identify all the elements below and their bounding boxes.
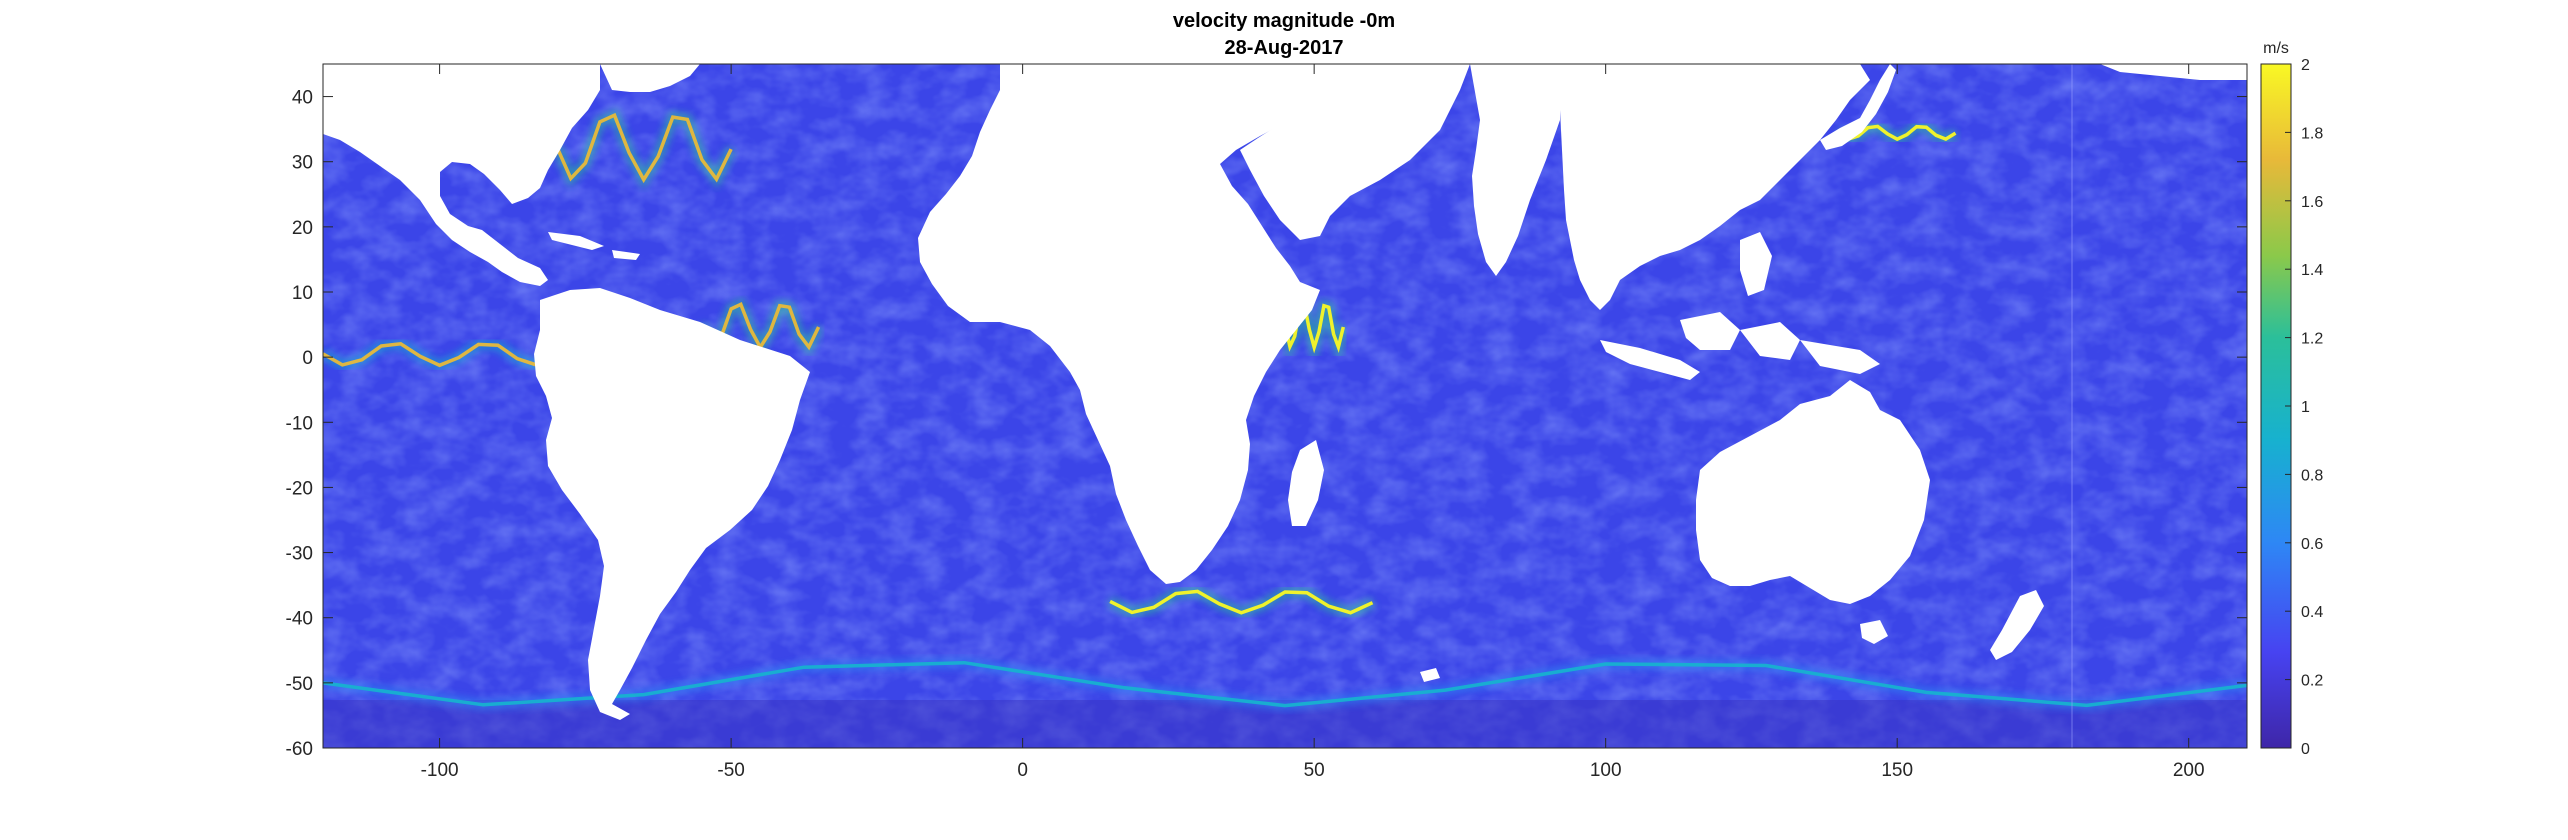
land-caribbean [548, 232, 640, 260]
colorbar-unit-label: m/s [2263, 40, 2289, 57]
current-streak [323, 341, 558, 368]
chart-subtitle: 28-Aug-2017 [1225, 37, 1344, 59]
colorbar-tick-label: 1.8 [2301, 125, 2323, 142]
y-tick-label: -60 [286, 739, 313, 760]
land-new-zealand [1990, 590, 2044, 660]
y-tick-label: -50 [286, 674, 313, 695]
x-tick-label: 50 [1304, 760, 1325, 781]
land-africa-europe [918, 64, 1320, 584]
land-indonesia [1600, 312, 1880, 380]
x-tick-label: 0 [1017, 760, 1028, 781]
y-tick-label: 40 [292, 88, 313, 109]
colorbar-tick-label: 0.2 [2301, 673, 2323, 690]
y-tick-label: -40 [286, 609, 313, 630]
y-tick-label: -10 [286, 413, 313, 434]
colorbar-tick-label: 1.4 [2301, 262, 2323, 279]
y-tick-label: -30 [286, 544, 313, 565]
colorbar-tick-label: 0 [2301, 741, 2310, 758]
current-streak [1283, 300, 1346, 354]
land-south-america [534, 288, 810, 720]
colorbar-tick-label: 1.6 [2301, 194, 2323, 211]
colorbar-tick-label: 0.8 [2301, 467, 2323, 484]
y-tick-label: 10 [292, 283, 313, 304]
land-layer [323, 64, 2247, 720]
map-plot-area [323, 64, 2247, 748]
current-features-layer [323, 108, 2247, 711]
x-axis-ticks: -100 -50 0 50 100 150 200 [421, 64, 2205, 781]
land-australia [1696, 380, 1930, 604]
colorbar-tick-label: 0.4 [2301, 604, 2323, 621]
y-tick-label: -20 [286, 478, 313, 499]
x-tick-label: -100 [421, 760, 459, 781]
current-streak [323, 660, 2247, 708]
land-japan [1820, 64, 1896, 150]
y-tick-label: 20 [292, 218, 313, 239]
land-india [1470, 64, 1560, 276]
x-tick-label: -50 [717, 760, 744, 781]
colorbar-tick-label: 1.2 [2301, 331, 2323, 348]
land-north-america [323, 64, 600, 286]
x-tick-label: 200 [2173, 760, 2205, 781]
x-tick-label: 150 [1881, 760, 1913, 781]
current-streak [1109, 589, 1374, 615]
current-streak [554, 112, 733, 184]
land-europe-north [1020, 64, 1110, 120]
land-antarctica [1420, 668, 1440, 682]
current-streak [1837, 124, 1957, 142]
land-madagascar [1288, 440, 1324, 526]
land-north-america-north [600, 64, 700, 92]
colorbar-tick-label: 2 [2301, 57, 2310, 74]
colorbar-tick-label: 1 [2301, 399, 2310, 416]
chart-title: velocity magnitude -0m [1173, 10, 1395, 32]
land-asia-east [1560, 64, 1870, 310]
y-tick-label: 0 [302, 348, 313, 369]
x-tick-label: 100 [1590, 760, 1622, 781]
y-axis-ticks: 40 30 20 10 0 -10 -20 -30 -40 -50 -60 [286, 88, 2247, 760]
colorbar: m/s 0 0.2 0.4 0.6 0.8 1 1.2 1.4 1.6 1.8 2 [2260, 40, 2323, 758]
colorbar-ticks: 0 0.2 0.4 0.6 0.8 1 1.2 1.4 1.6 1.8 2 [2285, 57, 2323, 758]
land-arabia [1240, 64, 1470, 240]
axes-box [322, 63, 2248, 749]
land-alaska [2100, 64, 2247, 80]
y-tick-label: 30 [292, 153, 313, 174]
land-tasmania [1860, 620, 1888, 644]
land-philippines [1740, 232, 1772, 296]
colorbar-tick-label: 0.6 [2301, 536, 2323, 553]
